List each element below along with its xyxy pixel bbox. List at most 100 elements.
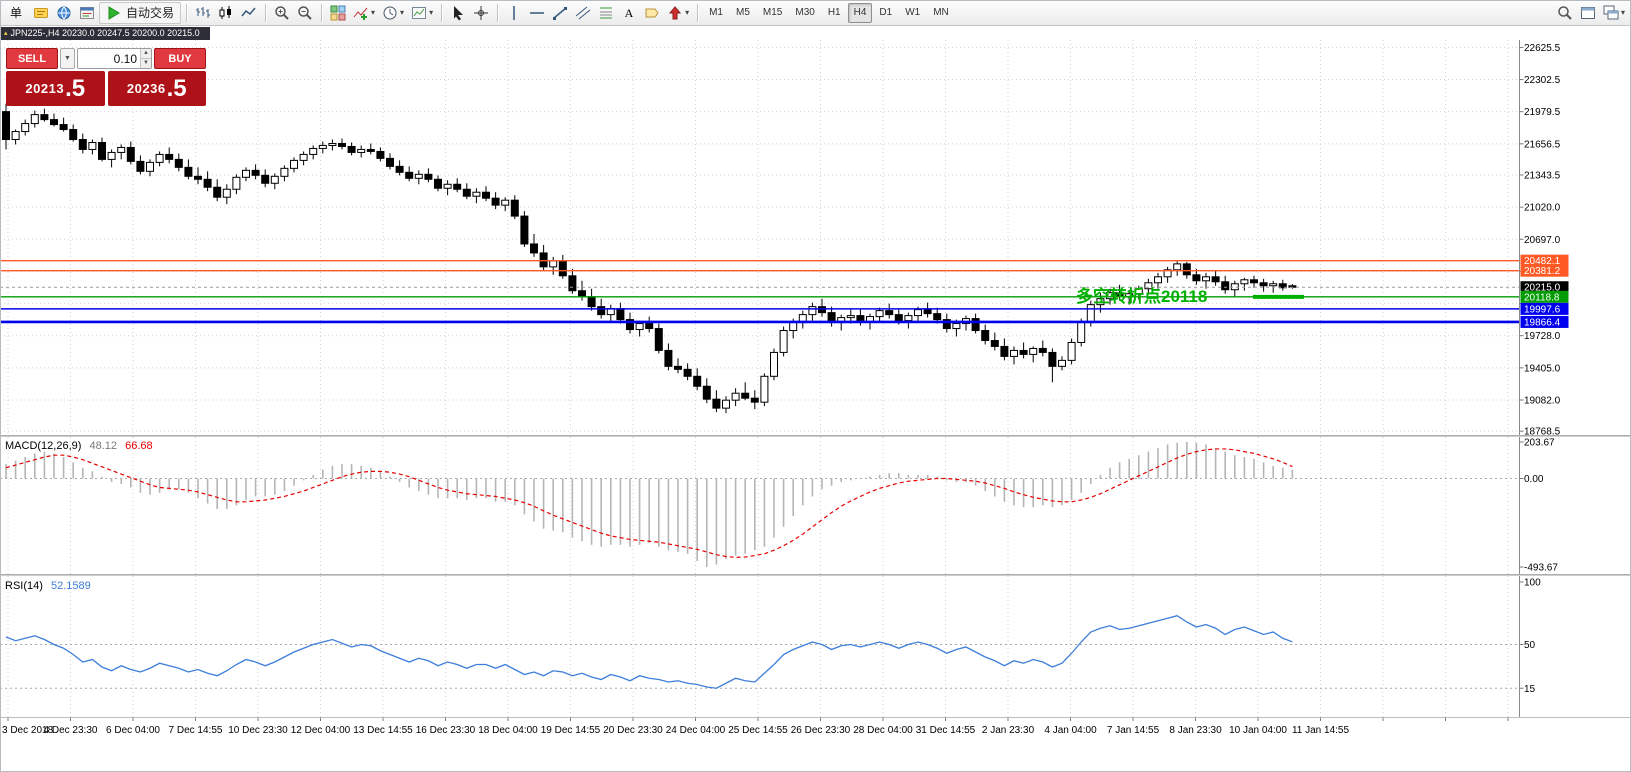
timeframe-m30[interactable]: M30	[789, 3, 820, 23]
arrow-objects-icon[interactable]: ▾	[664, 2, 692, 24]
price-badge-20482.1	[1520, 254, 1569, 267]
equidistant-channel-icon[interactable]	[572, 2, 594, 24]
navigator-icon[interactable]	[53, 2, 75, 24]
time-axis-label: 8 Jan 23:30	[1169, 725, 1222, 736]
search-icon[interactable]	[1554, 2, 1576, 24]
rsi-line	[5, 615, 1293, 689]
ask-price-button[interactable]: 20236 .5	[107, 71, 206, 106]
candlestick-chart-icon	[218, 5, 234, 21]
tile-windows-icon[interactable]	[327, 2, 349, 24]
fibonacci-icon[interactable]	[595, 2, 617, 24]
price-axis-label: 19728.0	[1524, 331, 1561, 342]
price-axis-label: 19405.0	[1524, 363, 1561, 374]
timeframe-m15[interactable]: M15	[757, 3, 788, 23]
zoom-in-icon[interactable]	[271, 2, 293, 24]
volume-down-button[interactable]: ▼	[141, 59, 151, 68]
time-axis-label: 3 Dec 2018	[2, 725, 54, 736]
rsi-panel[interactable]: 100 50 15	[0, 576, 1631, 717]
crosshair-icon[interactable]	[470, 2, 492, 24]
arrow-objects-icon	[667, 5, 683, 21]
bid-price-fraction: .5	[65, 74, 86, 102]
navigator-icon	[56, 5, 72, 21]
svg-text:20381.2: 20381.2	[1524, 266, 1561, 277]
equidistant-channel-icon	[575, 5, 591, 21]
svg-text:0.00: 0.00	[1524, 474, 1544, 485]
price-axis-label: 21656.5	[1524, 139, 1561, 150]
bar-chart-icon[interactable]	[192, 2, 214, 24]
time-axis-label: 24 Dec 04:00	[666, 725, 726, 736]
timeframe-m5[interactable]: M5	[730, 3, 756, 23]
cursor-icon	[450, 5, 466, 21]
templates-icon[interactable]: ▾	[408, 2, 436, 24]
horizontal-line-icon	[529, 5, 545, 21]
timeframe-m1[interactable]: M1	[703, 3, 729, 23]
timeframe-h4[interactable]: H4	[847, 2, 873, 23]
new-order-icon[interactable]	[30, 2, 52, 24]
ask-price-fraction: .5	[166, 74, 187, 102]
macd-panel[interactable]: 203.67 0.00 -493.67	[0, 437, 1631, 574]
main-chart[interactable]: 多空转折点20118 22625.5 22302.5 21979.5 21656.5 21…	[0, 40, 1631, 435]
price-badge-20118.8	[1520, 290, 1569, 303]
dropdown-caret: ▾	[1620, 8, 1625, 17]
line-chart-icon[interactable]	[238, 2, 260, 24]
time-axis-label: 4 Jan 04:00	[1044, 725, 1097, 736]
text-label-icon	[644, 5, 660, 21]
indicators-icon[interactable]: ▾	[350, 2, 378, 24]
grid-horizontal	[0, 46, 1519, 432]
bid-price: 20213	[25, 81, 65, 96]
annotation-text[interactable]: 多空转折点20118	[1076, 286, 1207, 306]
time-axis-label: 7 Jan 14:55	[1107, 725, 1160, 736]
crosshair-icon	[473, 5, 489, 21]
dropdown-caret: ▾	[371, 8, 376, 17]
text-icon[interactable]: A	[618, 2, 640, 24]
svg-text:100: 100	[1524, 578, 1541, 589]
buy-button[interactable]: BUY	[154, 48, 206, 69]
price-badge-20215.0	[1520, 281, 1569, 294]
bid-price-button[interactable]: 20213 .5	[6, 71, 105, 106]
panel-separator	[0, 717, 1631, 718]
price-axis-label: 21343.5	[1524, 170, 1561, 181]
text-label-icon[interactable]	[641, 2, 663, 24]
svg-text:15: 15	[1524, 684, 1536, 695]
timeframe-d1[interactable]: D1	[873, 3, 898, 23]
candlestick-chart-icon[interactable]	[215, 2, 237, 24]
time-axis-label: 2 Jan 23:30	[982, 725, 1035, 736]
volume-dropdown-button[interactable]: ▼	[60, 48, 75, 69]
time-axis-label: 11 Jan 14:55	[1292, 725, 1350, 736]
new-chart-window-icon	[1580, 5, 1596, 21]
bar-chart-icon	[195, 5, 211, 21]
volume-input[interactable]	[78, 49, 141, 68]
search-icon	[1557, 5, 1573, 21]
panel-separator[interactable]	[0, 574, 1631, 576]
toolbar-separator	[697, 3, 699, 22]
vertical-line-icon[interactable]	[503, 2, 525, 24]
terminal-icon[interactable]	[76, 2, 98, 24]
panel-separator[interactable]	[0, 435, 1631, 437]
timeframe-h1[interactable]: H1	[822, 3, 847, 23]
horizontal-line-icon[interactable]	[526, 2, 548, 24]
time-axis-label: 31 Dec 14:55	[916, 725, 976, 736]
profiles-icon[interactable]: ▾	[1600, 2, 1628, 24]
time-axis-label: 16 Dec 23:30	[416, 725, 476, 736]
volume-up-button[interactable]: ▲	[141, 49, 151, 59]
periods-icon[interactable]: ▾	[379, 2, 407, 24]
toolbar-separator	[441, 3, 443, 22]
price-axis-label: 20697.0	[1524, 235, 1561, 246]
new-chart-window-icon[interactable]	[1577, 2, 1599, 24]
timeframe-mn[interactable]: MN	[927, 3, 955, 23]
time-axis-label: 10 Jan 04:00	[1229, 725, 1287, 736]
timeframe-w1[interactable]: W1	[899, 3, 926, 23]
indicators-icon	[353, 5, 369, 21]
trendline-icon[interactable]	[549, 2, 571, 24]
sell-button[interactable]: SELL	[6, 48, 58, 69]
zoom-out-icon[interactable]	[294, 2, 316, 24]
time-axis-label: 28 Dec 04:00	[853, 725, 913, 736]
time-axis-label: 10 Dec 23:30	[228, 725, 288, 736]
autotrading-button[interactable]: 自动交易	[99, 1, 182, 24]
cursor-icon[interactable]	[447, 2, 469, 24]
time-axis-label: 4 Dec 23:30	[44, 725, 98, 736]
price-axis-label: 18768.5	[1524, 427, 1561, 435]
menu-dan[interactable]: 单	[10, 6, 23, 20]
chart-window-titlebar[interactable]: ▴ JPN225-,H4 20230.0 20247.5 20200.0 202…	[0, 27, 210, 40]
